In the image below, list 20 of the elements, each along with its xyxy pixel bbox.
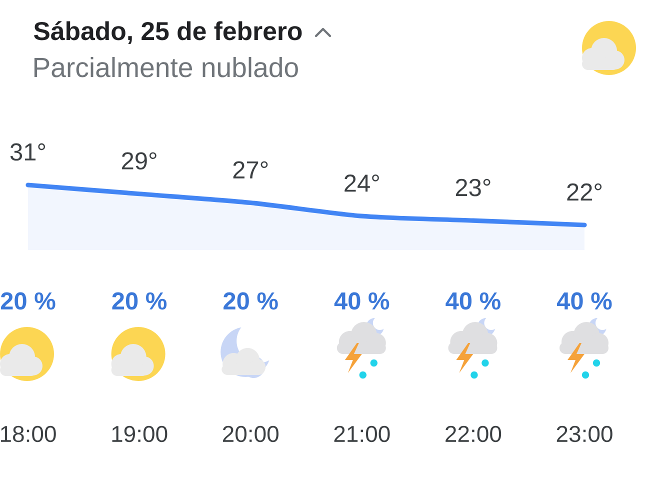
data-label: 31° [10,143,46,161]
x-tick-label: 18:00 [0,426,56,442]
x-tick-label: 21:00 [334,426,390,442]
annotation: 40 % [556,292,612,310]
x-tick-label: 22:00 [446,426,502,442]
data-label: 24° [344,174,379,192]
data-label: 27° [233,161,268,178]
data-label: 22° [567,183,602,201]
x-tick-label: 19:00 [112,426,168,442]
data-label: 29° [122,152,156,170]
annotation: 20 % [112,292,167,310]
x-tick-label: 20:00 [222,426,278,442]
chart-subtitle: Parcialmente nublado [34,56,298,78]
annotation: 20 % [0,292,56,310]
annotation: 40 % [334,292,390,310]
x-tick-label: 23:00 [556,426,612,442]
annotation: 20 % [224,292,278,310]
data-label: 23° [456,178,490,196]
chart-title: Sábado, 25 de febrero [34,21,302,44]
annotation: 40 % [446,292,500,310]
